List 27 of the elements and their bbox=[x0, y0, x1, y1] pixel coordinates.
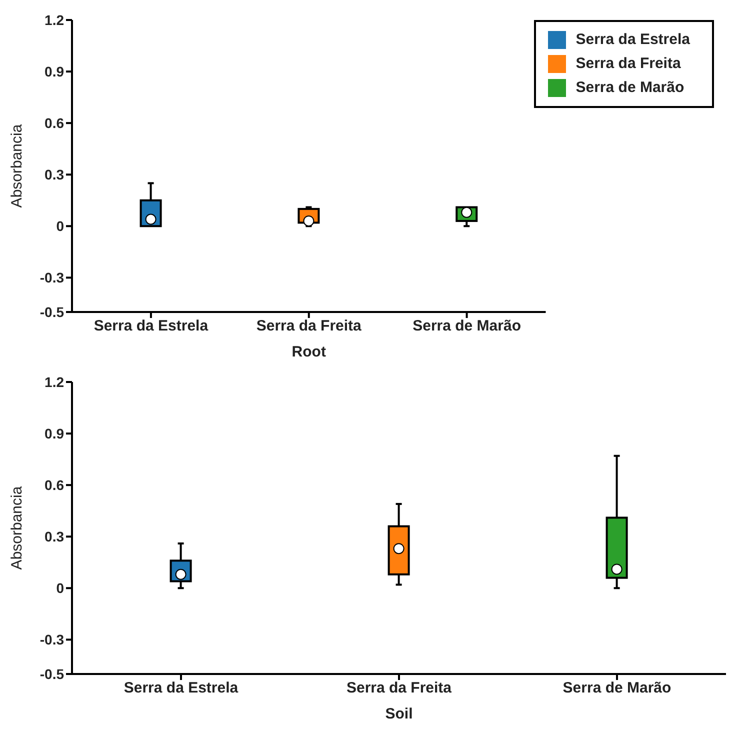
x-tick-label: Serra da Estrela bbox=[94, 318, 209, 335]
x-tick-label: Serra da Freita bbox=[346, 680, 452, 697]
y-tick-label: 0.9 bbox=[44, 64, 64, 80]
y-tick-label: 0.3 bbox=[44, 166, 64, 183]
x-axis-title: Soil bbox=[385, 706, 413, 723]
x-tick-label: Serra de Marão bbox=[562, 680, 672, 697]
legend-label: Serra da Freita bbox=[576, 55, 681, 72]
y-tick-label: 0.9 bbox=[44, 426, 64, 442]
x-axis-title: Root bbox=[292, 344, 326, 361]
y-tick-label: -0.5 bbox=[40, 304, 64, 320]
y-tick-label: -0.5 bbox=[40, 666, 64, 682]
y-tick-label: 1.2 bbox=[44, 374, 64, 390]
x-tick-label: Serra da Freita bbox=[256, 318, 362, 335]
x-tick-label: Serra de Marão bbox=[412, 318, 521, 335]
y-tick-label: 0.6 bbox=[44, 477, 64, 494]
y-tick-label: 1.2 bbox=[44, 12, 64, 28]
y-tick-label: 0.3 bbox=[44, 528, 64, 545]
y-tick-label: -0.3 bbox=[40, 632, 64, 648]
legend-label: Serra de Marão bbox=[576, 79, 684, 96]
y-tick-label: 0 bbox=[56, 218, 64, 234]
y-tick-label: 0 bbox=[56, 580, 64, 596]
x-tick-label: Serra da Estrela bbox=[124, 680, 239, 697]
y-tick-label: 0.6 bbox=[44, 115, 64, 132]
y-axis-title: Absorbancia bbox=[8, 486, 26, 570]
y-tick-label: -0.3 bbox=[40, 270, 64, 286]
y-axis-title: Absorbancia bbox=[8, 124, 26, 208]
legend-label: Serra da Estrela bbox=[576, 31, 690, 48]
